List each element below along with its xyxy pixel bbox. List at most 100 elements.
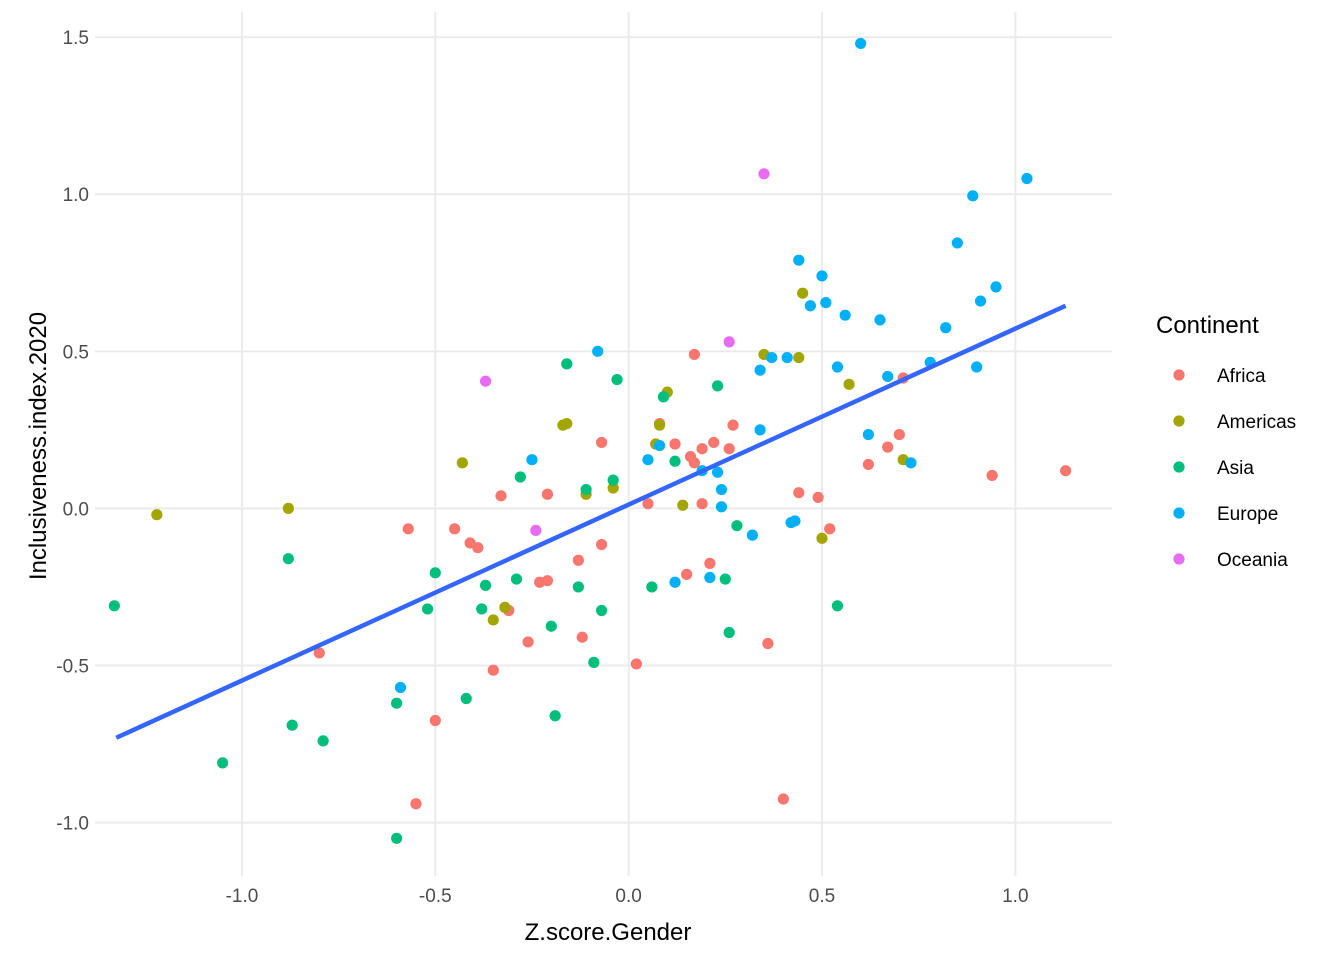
legend-item-africa: Africa xyxy=(1173,366,1266,387)
data-point xyxy=(723,336,735,348)
series-europe xyxy=(394,37,1033,694)
data-point xyxy=(487,614,499,626)
data-point xyxy=(595,604,608,617)
data-point xyxy=(824,523,836,535)
data-point xyxy=(592,345,604,357)
y-tick-label: 0.0 xyxy=(63,499,89,520)
data-point xyxy=(460,692,472,705)
data-point xyxy=(831,361,844,373)
data-point xyxy=(479,375,492,387)
x-tick-labels: -1.0 -0.5 0.0 0.5 1.0 xyxy=(226,886,1029,907)
y-tick-label: -0.5 xyxy=(56,656,89,677)
data-point xyxy=(669,455,681,467)
grid-lines xyxy=(95,12,1112,876)
data-point xyxy=(642,498,654,510)
data-point xyxy=(855,37,867,50)
data-point xyxy=(476,603,488,615)
data-point xyxy=(688,457,700,469)
data-point xyxy=(723,443,735,455)
data-point xyxy=(607,474,619,486)
data-point xyxy=(762,637,774,650)
data-point xyxy=(715,483,728,496)
y-tick-label: -1.0 xyxy=(56,814,89,835)
data-point xyxy=(793,487,805,499)
data-point xyxy=(653,439,666,452)
data-point xyxy=(151,509,163,521)
legend-key xyxy=(1173,507,1185,519)
legend-key xyxy=(1173,461,1185,473)
data-point xyxy=(781,352,793,364)
data-point xyxy=(746,529,758,541)
data-point xyxy=(711,466,724,478)
data-point xyxy=(804,300,816,312)
data-point xyxy=(727,419,739,431)
data-point xyxy=(754,424,766,436)
data-point xyxy=(677,499,689,511)
data-point xyxy=(479,579,492,591)
legend-key xyxy=(1173,369,1185,381)
data-point xyxy=(541,488,554,500)
data-point xyxy=(595,538,608,551)
data-point xyxy=(793,254,805,266)
x-tick-label: -1.0 xyxy=(226,886,259,907)
x-tick-label: -0.5 xyxy=(419,886,452,907)
x-tick-label: 0.0 xyxy=(615,886,641,907)
x-tick-label: 0.5 xyxy=(809,886,835,907)
data-point xyxy=(951,237,963,249)
legend: Continent Africa Americas Asia Europe Oceani… xyxy=(1156,312,1296,571)
data-point xyxy=(862,428,874,441)
data-point xyxy=(646,581,658,593)
y-tick-label: 1.5 xyxy=(63,28,89,49)
legend-item-americas: Americas xyxy=(1173,412,1296,433)
y-tick-labels: -1.0 -0.5 0.0 0.5 1.0 1.5 xyxy=(56,28,89,834)
data-point xyxy=(642,454,654,466)
data-point xyxy=(839,309,851,321)
series-asia xyxy=(108,358,844,844)
data-point xyxy=(522,636,534,648)
trend-line xyxy=(115,303,1067,740)
data-point xyxy=(561,358,573,370)
data-point xyxy=(286,719,298,731)
data-point xyxy=(816,270,828,282)
data-point xyxy=(429,567,441,579)
data-point xyxy=(541,575,554,587)
data-point xyxy=(882,441,894,453)
data-point xyxy=(572,581,584,593)
series-africa xyxy=(313,348,1072,810)
data-point xyxy=(410,798,422,810)
data-point xyxy=(812,491,824,504)
data-point xyxy=(456,457,468,469)
legend-label: Oceania xyxy=(1217,550,1288,571)
data-point xyxy=(905,457,917,469)
data-point xyxy=(831,600,844,612)
legend-item-asia: Asia xyxy=(1173,458,1254,479)
data-point xyxy=(394,681,407,694)
data-point xyxy=(766,352,778,364)
data-point xyxy=(843,378,855,390)
data-point xyxy=(317,735,329,747)
data-point xyxy=(653,419,666,431)
data-point xyxy=(429,714,441,727)
data-points xyxy=(108,37,1072,844)
legend-label: Americas xyxy=(1217,412,1296,433)
data-point xyxy=(940,322,952,334)
data-point xyxy=(715,501,728,513)
data-point xyxy=(704,571,716,584)
data-point xyxy=(754,364,766,376)
data-point xyxy=(681,568,693,580)
data-point xyxy=(874,314,886,326)
data-point xyxy=(217,757,229,769)
data-point xyxy=(789,515,801,527)
data-point xyxy=(495,490,507,502)
data-point xyxy=(893,428,905,441)
data-point xyxy=(882,370,894,383)
series-oceania xyxy=(479,168,770,537)
data-point xyxy=(108,600,120,612)
data-point xyxy=(611,373,623,386)
data-point xyxy=(986,469,998,482)
data-point xyxy=(990,281,1002,293)
data-point xyxy=(472,542,484,554)
data-point xyxy=(313,647,325,659)
data-point xyxy=(777,793,789,805)
